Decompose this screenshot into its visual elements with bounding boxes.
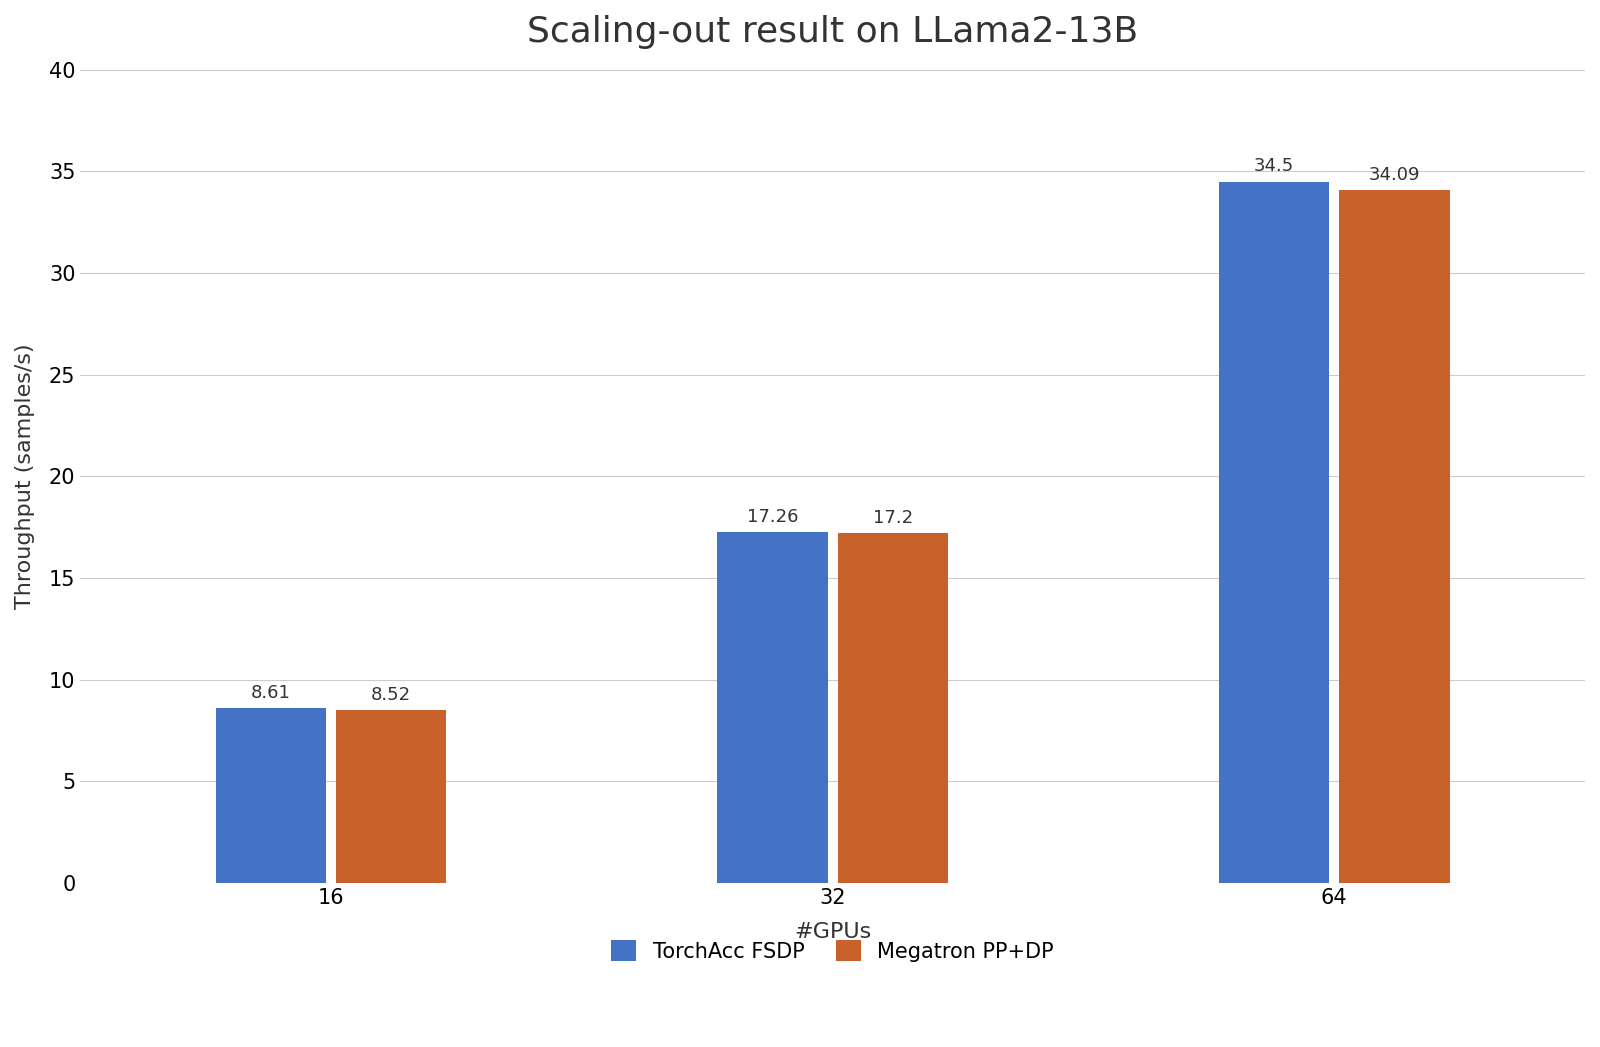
X-axis label: #GPUs: #GPUs bbox=[794, 921, 872, 941]
Bar bbox=[1339, 190, 1450, 883]
Y-axis label: Throughput (samples/s): Throughput (samples/s) bbox=[14, 343, 35, 609]
Bar bbox=[838, 533, 947, 883]
Title: Scaling-out result on LLama2-13B: Scaling-out result on LLama2-13B bbox=[526, 15, 1138, 49]
Text: 34.09: 34.09 bbox=[1368, 165, 1421, 184]
Bar bbox=[216, 708, 326, 883]
Text: 34.5: 34.5 bbox=[1254, 157, 1294, 176]
Text: 17.26: 17.26 bbox=[747, 508, 798, 526]
Bar bbox=[336, 710, 446, 883]
Text: 8.61: 8.61 bbox=[251, 684, 291, 701]
Bar bbox=[717, 532, 827, 883]
Legend: TorchAcc FSDP, Megatron PP+DP: TorchAcc FSDP, Megatron PP+DP bbox=[603, 932, 1062, 970]
Bar bbox=[1219, 181, 1330, 883]
Text: 8.52: 8.52 bbox=[371, 686, 411, 704]
Text: 17.2: 17.2 bbox=[872, 509, 914, 527]
